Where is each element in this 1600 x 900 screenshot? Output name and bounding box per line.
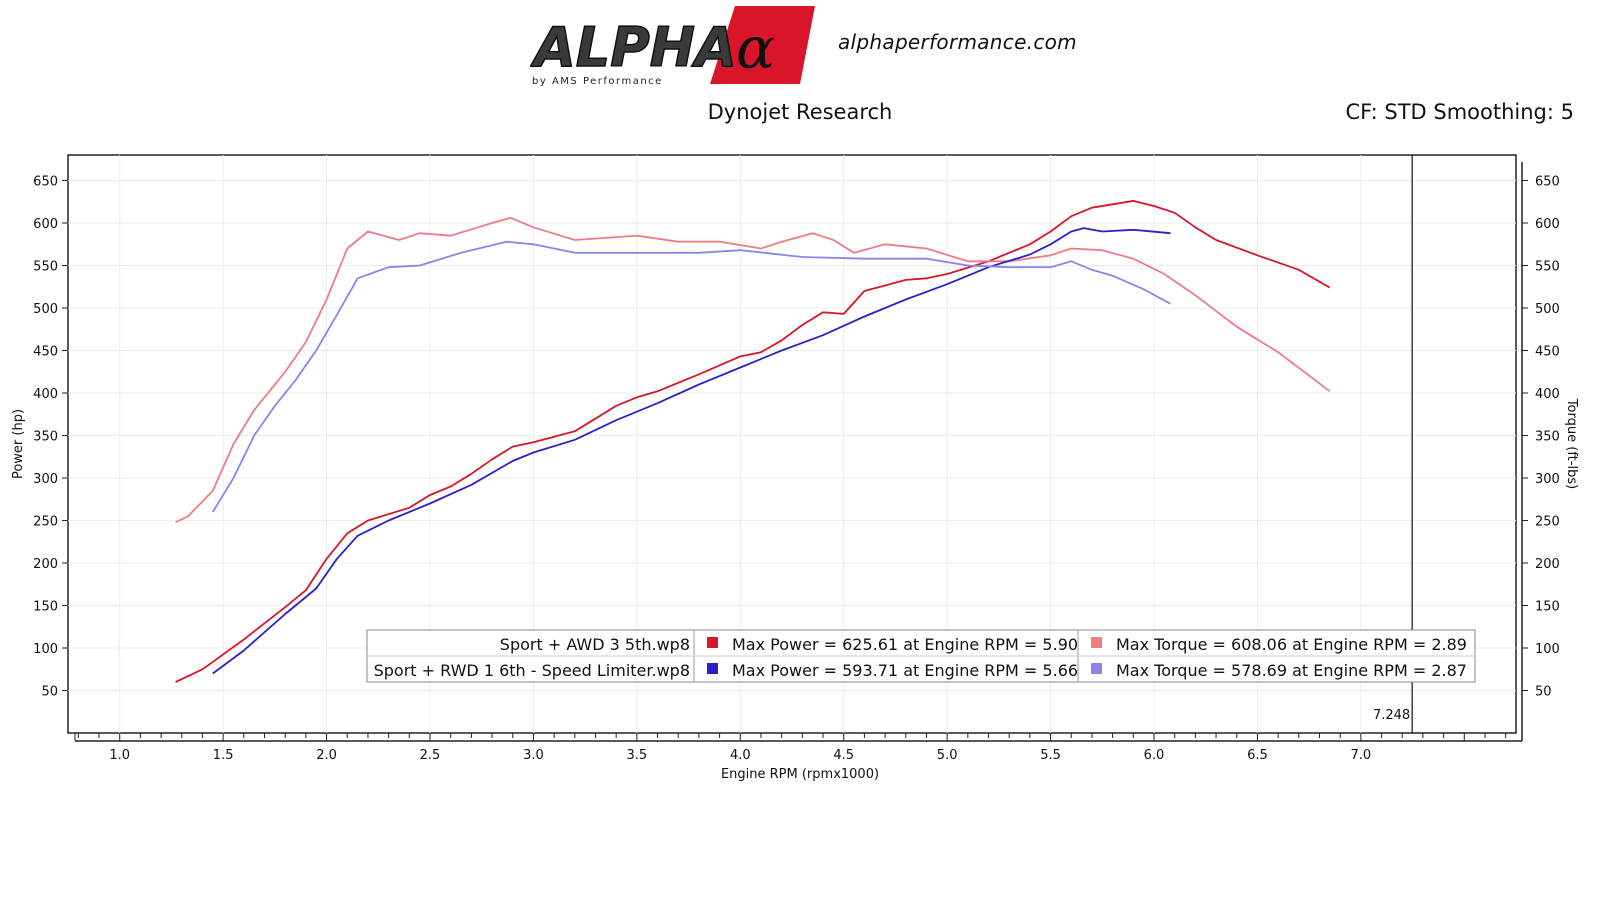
legend-swatch-torque-awd <box>1091 637 1102 648</box>
y-tick-label-right: 400 <box>1535 387 1560 402</box>
x-tick-labels: 1.0 1.5 2.0 2.5 3.0 3.5 4.0 4.5 5.0 5.5 6.0 6.5 7.0 <box>109 748 1371 763</box>
x-tick-label: 3.0 <box>523 748 544 763</box>
correction-factor-text: CF: STD Smoothing: 5 <box>1345 100 1574 124</box>
x-tick-label: 3.5 <box>627 748 648 763</box>
y-tick-label-right: 500 <box>1535 302 1560 317</box>
x-tick-label: 6.0 <box>1144 748 1165 763</box>
y-tick-label-left: 100 <box>33 642 58 657</box>
x-tick-label: 4.5 <box>833 748 854 763</box>
y-tick-label-right: 150 <box>1535 600 1560 615</box>
y-tick-label-right: 300 <box>1535 472 1560 487</box>
y-tick-label-left: 50 <box>41 685 58 700</box>
series-lines <box>175 199 1331 683</box>
rpm-cursor-label: 7.248 <box>1373 708 1410 723</box>
legend-swatch-torque-rwd <box>1091 663 1102 674</box>
legend-power-rwd: Max Power = 593.71 at Engine RPM = 5.66 <box>732 661 1078 680</box>
alpha-symbol-icon: α <box>736 14 775 82</box>
x-tick-label: 6.5 <box>1247 748 1268 763</box>
x-tick-label: 4.0 <box>730 748 751 763</box>
series-line-power-rwd <box>212 227 1171 675</box>
x-tick-label: 2.5 <box>420 748 441 763</box>
y-tick-label-right: 450 <box>1535 345 1560 360</box>
y-tick-label-left: 300 <box>33 472 58 487</box>
x-tick-label: 5.0 <box>937 748 958 763</box>
legend-swatch-power-awd <box>707 637 718 648</box>
chart-title: Dynojet Research <box>707 100 893 124</box>
legend-swatch-power-rwd <box>707 663 718 674</box>
y-tick-label-right: 650 <box>1535 175 1560 190</box>
y-tick-labels-right: 50 100 150 200 250 300 350 400 450 500 550 600 650 <box>1522 175 1560 700</box>
logo-wordmark: ALPHA <box>530 16 737 79</box>
y-tick-label-right: 350 <box>1535 430 1560 445</box>
y-tick-label-left: 350 <box>33 430 58 445</box>
x-minor-ticks <box>77 733 1507 741</box>
logo-subtitle: by AMS Performance <box>532 76 663 87</box>
y-axis-label-left: Power (hp) <box>11 409 26 479</box>
y-tick-label-right: 100 <box>1535 642 1560 657</box>
series-line-torque-rwd <box>212 240 1171 513</box>
legend-power-awd: Max Power = 625.61 at Engine RPM = 5.90 <box>732 635 1078 654</box>
y-tick-label-right: 50 <box>1535 685 1552 700</box>
y-tick-labels-left: 50 100 150 200 250 300 350 400 450 500 550 600 650 <box>33 175 68 700</box>
x-axis-label: Engine RPM (rpmx1000) <box>721 767 879 782</box>
y-tick-label-left: 650 <box>33 175 58 190</box>
alpha-logo: ALPHA α by AMS Performance <box>530 6 815 87</box>
y-tick-label-left: 250 <box>33 515 58 530</box>
y-tick-label-right: 250 <box>1535 515 1560 530</box>
x-tick-label: 1.0 <box>109 748 130 763</box>
legend: Sport + AWD 3 5th.wp8 Max Power = 625.61… <box>366 629 1476 683</box>
x-tick-label: 2.0 <box>316 748 337 763</box>
y-tick-label-left: 600 <box>33 217 58 232</box>
series-line-torque-awd <box>175 216 1331 524</box>
y-tick-label-left: 200 <box>33 557 58 572</box>
y-tick-label-left: 150 <box>33 600 58 615</box>
y-tick-label-left: 550 <box>33 260 58 275</box>
legend-file-awd: Sport + AWD 3 5th.wp8 <box>500 635 690 654</box>
y-tick-label-right: 200 <box>1535 557 1560 572</box>
legend-torque-awd: Max Torque = 608.06 at Engine RPM = 2.89 <box>1116 635 1467 654</box>
gridlines <box>68 155 1516 733</box>
y-tick-label-right: 550 <box>1535 260 1560 275</box>
series-line-power-awd <box>175 199 1331 683</box>
y-tick-label-left: 400 <box>33 387 58 402</box>
y-tick-label-left: 450 <box>33 345 58 360</box>
legend-torque-rwd: Max Torque = 578.69 at Engine RPM = 2.87 <box>1116 661 1467 680</box>
site-url: alphaperformance.com <box>838 30 1077 54</box>
y-tick-label-right: 600 <box>1535 217 1560 232</box>
y-axis-label-right: Torque (ft-lbs) <box>1564 398 1579 489</box>
legend-file-rwd: Sport + RWD 1 6th - Speed Limiter.wp8 <box>374 661 690 680</box>
y-tick-label-left: 500 <box>33 302 58 317</box>
x-tick-label: 5.5 <box>1040 748 1061 763</box>
x-tick-label: 1.5 <box>213 748 234 763</box>
x-tick-label: 7.0 <box>1351 748 1372 763</box>
